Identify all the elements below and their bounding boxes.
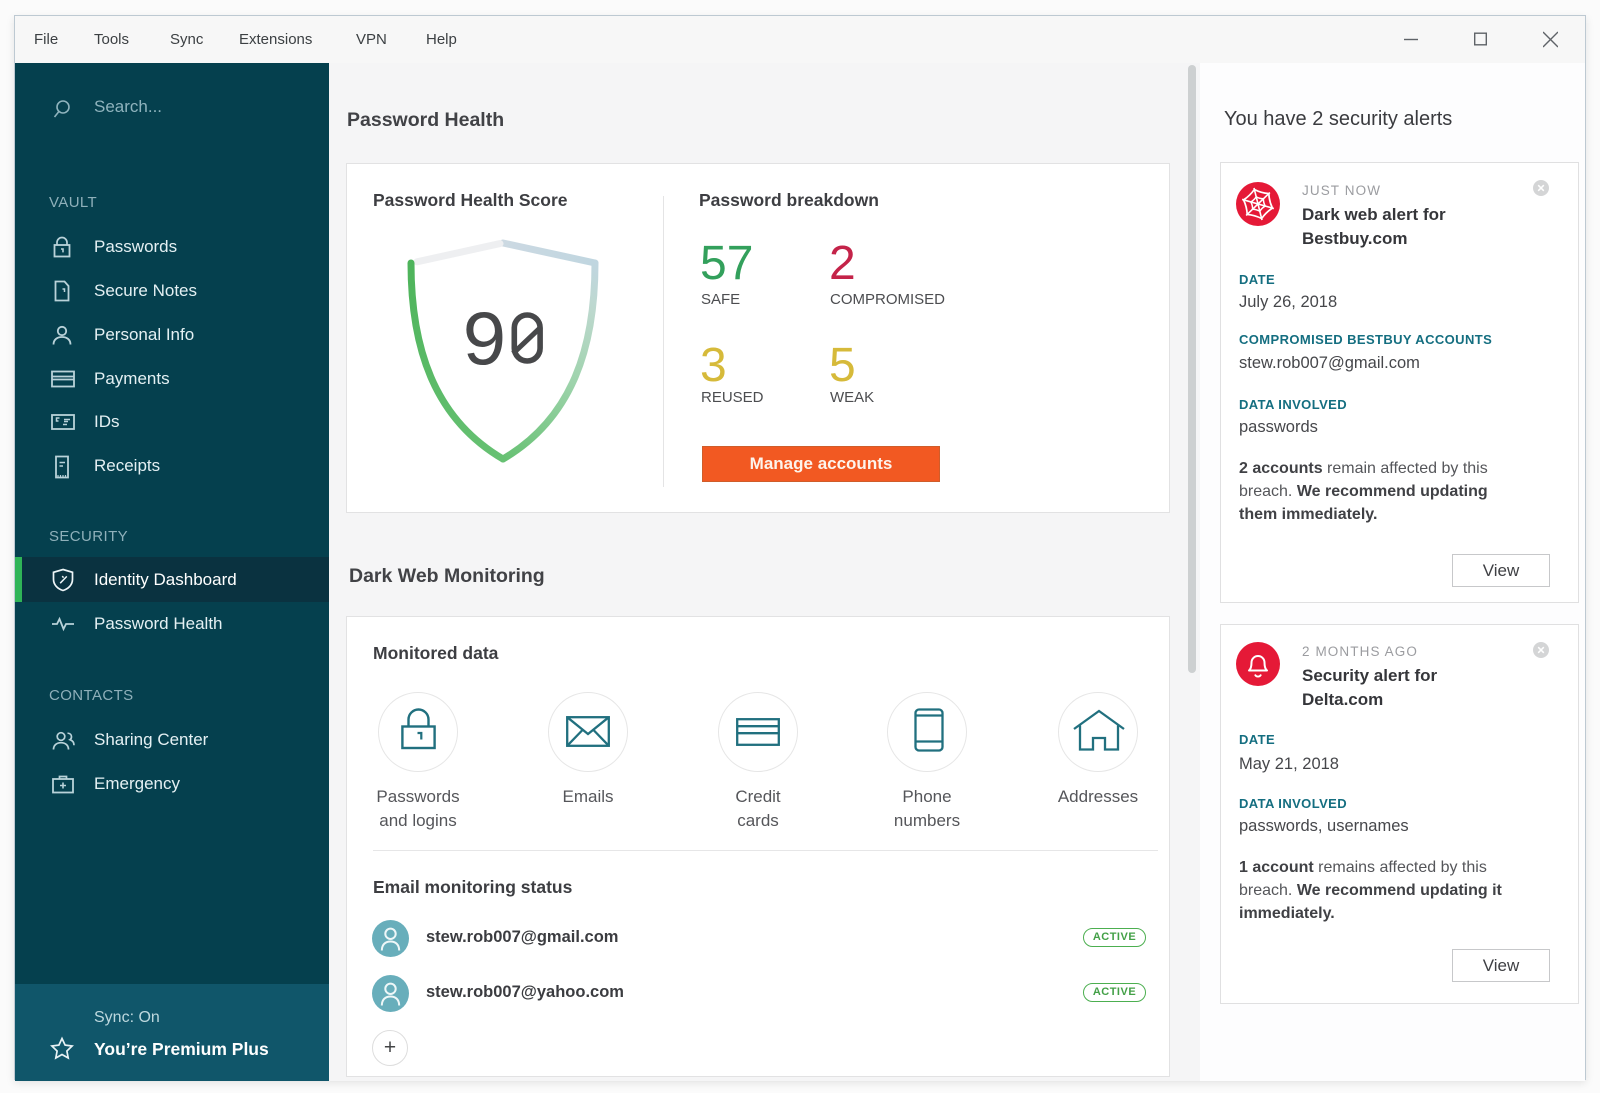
svg-text:9: 9 xyxy=(461,300,508,388)
